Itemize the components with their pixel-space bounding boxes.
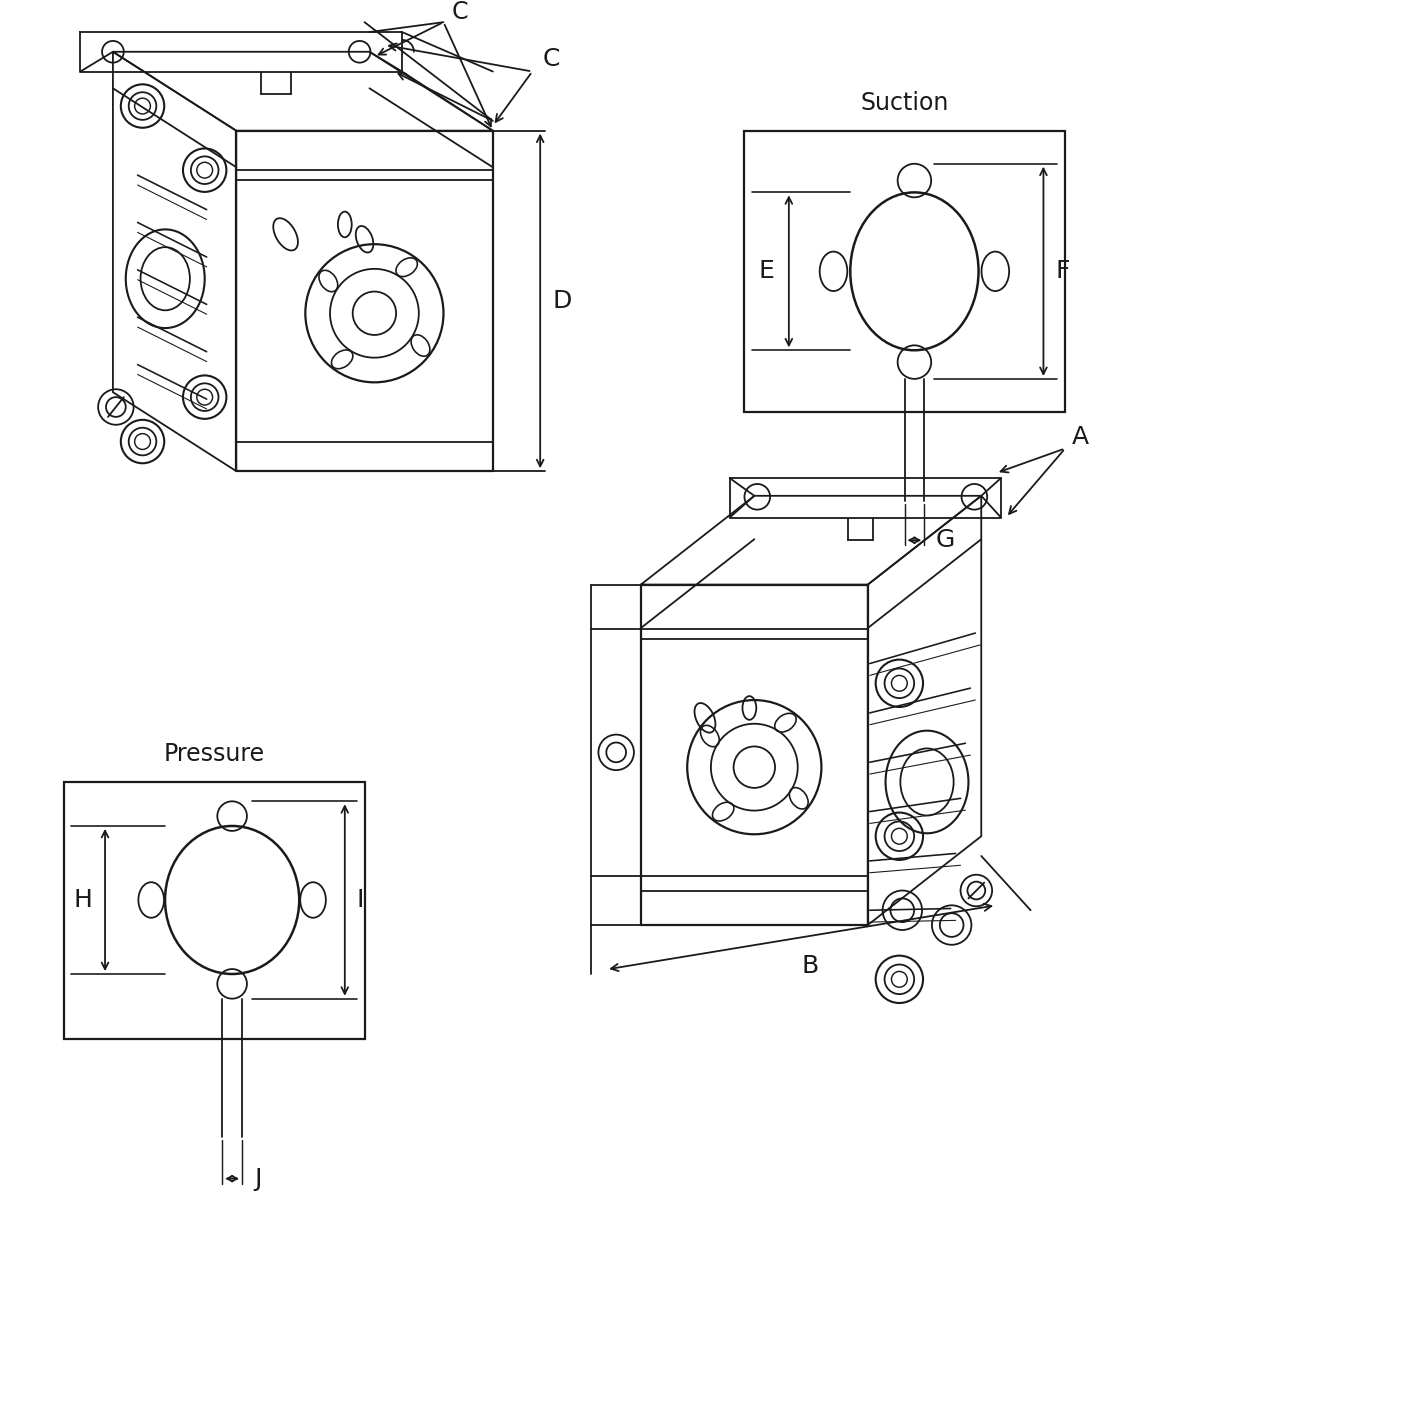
Text: H: H [75, 889, 93, 912]
Text: G: G [936, 529, 955, 553]
Bar [744, 131, 1066, 412]
Text: C: C [451, 0, 468, 24]
Text: Suction: Suction [860, 91, 949, 115]
Text: F: F [1056, 259, 1070, 284]
Bar [63, 782, 364, 1039]
Text: Pressure: Pressure [163, 742, 264, 766]
Text: D: D [553, 288, 571, 314]
Text: J: J [254, 1167, 262, 1191]
Text: A: A [1071, 425, 1090, 449]
Text: B: B [801, 955, 820, 979]
Text: E: E [758, 259, 775, 284]
Text: C: C [543, 46, 560, 70]
Text: I: I [357, 889, 364, 912]
